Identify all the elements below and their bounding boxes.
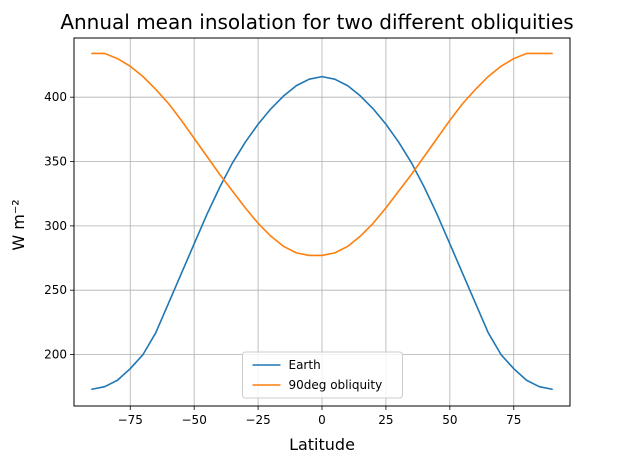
series-line-1 — [91, 52, 553, 257]
x-tick-label: 25 — [378, 413, 393, 427]
x-axis-label: Latitude — [289, 435, 355, 454]
grid-lines — [74, 38, 570, 406]
x-tick-label: −50 — [182, 413, 207, 427]
x-tick-label: −75 — [118, 413, 143, 427]
legend-label: Earth — [289, 358, 321, 372]
y-tick-label: 250 — [44, 283, 67, 297]
legend-box — [242, 351, 403, 399]
y-tick-label: 350 — [44, 155, 67, 169]
chart-title: Annual mean insolation for two different… — [60, 10, 573, 34]
y-tick-label: 300 — [44, 219, 67, 233]
series-lines — [91, 52, 553, 391]
y-tick-label: 200 — [44, 348, 67, 362]
x-tick-label: −25 — [245, 413, 270, 427]
x-tick-label: 0 — [318, 413, 326, 427]
y-axis-label: W m⁻² — [9, 199, 28, 250]
legend: Earth 90deg obliquity — [242, 351, 403, 399]
legend-label: 90deg obliquity — [289, 378, 383, 392]
series-line-0 — [91, 75, 553, 391]
x-tick-label: 75 — [506, 413, 521, 427]
y-tick-label: 400 — [44, 90, 67, 104]
x-tick-label: 50 — [442, 413, 457, 427]
axis-ticks: −75 −50 −25 0 25 50 75 200 250 300 350 400 — [44, 90, 521, 427]
